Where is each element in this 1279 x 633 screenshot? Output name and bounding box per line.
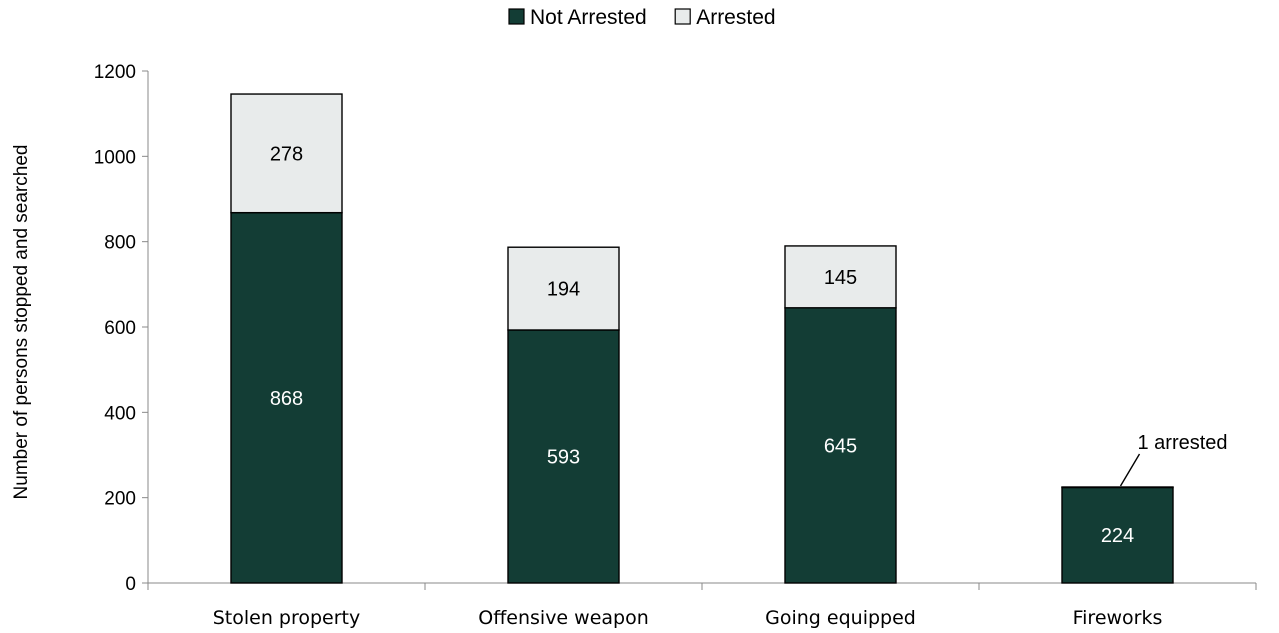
x-tick-label: Offensive weapon xyxy=(478,607,649,629)
bar-arrested-fireworks xyxy=(1061,486,1174,489)
bar-not-arrested-fireworks xyxy=(1061,486,1174,584)
bar-arrested-stolen-property xyxy=(230,93,343,214)
data-label-not-arrested: 645 xyxy=(824,435,857,457)
data-label-not-arrested: 224 xyxy=(1101,525,1134,547)
data-label-arrested: 278 xyxy=(270,143,303,165)
y-tick-label: 1200 xyxy=(94,62,136,83)
y-axis-title: Number of persons stopped and searched xyxy=(11,145,32,500)
x-tick-label: Fireworks xyxy=(1073,607,1163,629)
annotation-leader-line xyxy=(1119,453,1141,487)
data-label-not-arrested: 868 xyxy=(270,388,303,410)
annotation-text: 1 arrested xyxy=(1138,432,1228,454)
data-label-arrested: 194 xyxy=(547,279,580,301)
x-tick-label: Stolen property xyxy=(213,607,361,629)
bar-not-arrested-offensive-weapon xyxy=(507,329,620,584)
x-tick-label: Going equipped xyxy=(765,607,916,629)
y-tick-label: 1000 xyxy=(94,147,136,168)
bar-not-arrested-going-equipped xyxy=(784,307,897,584)
y-tick-label: 800 xyxy=(104,233,136,254)
bars: 868 278 593 194 645 145 224 xyxy=(230,93,1174,584)
annotations: 1 arrested xyxy=(1119,432,1228,487)
bar-not-arrested-stolen-property xyxy=(230,211,343,584)
legend-label-arrested: Arrested xyxy=(696,6,775,29)
y-axis: 0 200 400 600 800 1000 1200 xyxy=(94,62,149,595)
legend: Not Arrested Arrested xyxy=(508,6,776,29)
y-tick-label: 600 xyxy=(104,318,136,339)
legend-swatch-arrested xyxy=(674,8,691,25)
legend-swatch-not-arrested xyxy=(508,8,525,25)
y-tick-label: 400 xyxy=(104,403,136,424)
y-tick-label: 200 xyxy=(104,489,136,510)
y-tick-label: 0 xyxy=(125,574,136,595)
data-label-not-arrested: 593 xyxy=(547,446,580,468)
data-label-arrested: 145 xyxy=(824,267,857,289)
bar-arrested-offensive-weapon xyxy=(507,246,620,331)
x-axis: Stolen property Offensive weapon Going equ… xyxy=(147,582,1257,629)
legend-label-not-arrested: Not Arrested xyxy=(530,6,647,29)
bar-arrested-going-equipped xyxy=(784,245,897,309)
